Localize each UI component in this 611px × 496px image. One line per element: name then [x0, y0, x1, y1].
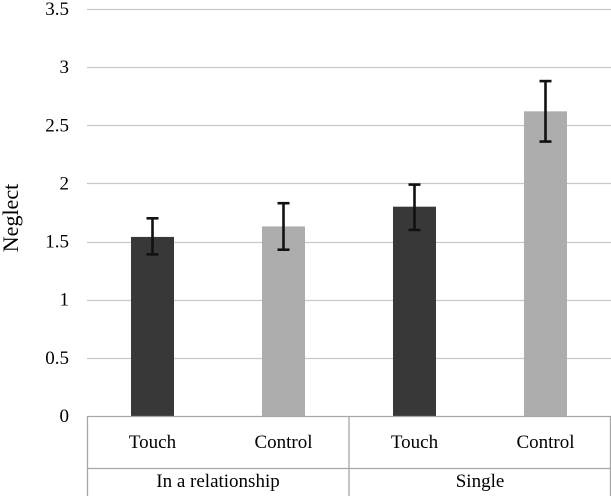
bars — [131, 111, 567, 417]
x-category-label: Touch — [129, 432, 177, 453]
bar-touch — [131, 236, 174, 416]
bar-control — [524, 111, 567, 417]
x-category-label: Touch — [391, 432, 439, 453]
bar-control — [262, 226, 305, 416]
y-tick-label: 3 — [60, 57, 70, 78]
y-tick-label: 2 — [60, 173, 70, 194]
y-tick-label: 0.5 — [45, 348, 69, 369]
error-bars — [146, 79, 552, 256]
x-group-label: Single — [456, 471, 505, 492]
y-tick-label: 2.5 — [45, 115, 69, 136]
x-group-label: In a relationship — [156, 471, 279, 492]
gridlines — [87, 8, 611, 360]
y-tick-label: 1.5 — [45, 232, 69, 253]
y-tick-label: 3.5 — [45, 0, 69, 20]
x-category-label: Control — [254, 432, 312, 453]
y-tick-label: 1 — [60, 290, 70, 311]
labels: 0 0.5 1 1.5 2 2.5 3 3.5 Touch Control In a relatio… — [45, 0, 574, 492]
x-category-label: Control — [516, 432, 574, 453]
y-tick-label: 0 — [60, 406, 70, 427]
y-axis-title: Neglect — [0, 184, 23, 252]
bar-touch — [393, 206, 436, 416]
